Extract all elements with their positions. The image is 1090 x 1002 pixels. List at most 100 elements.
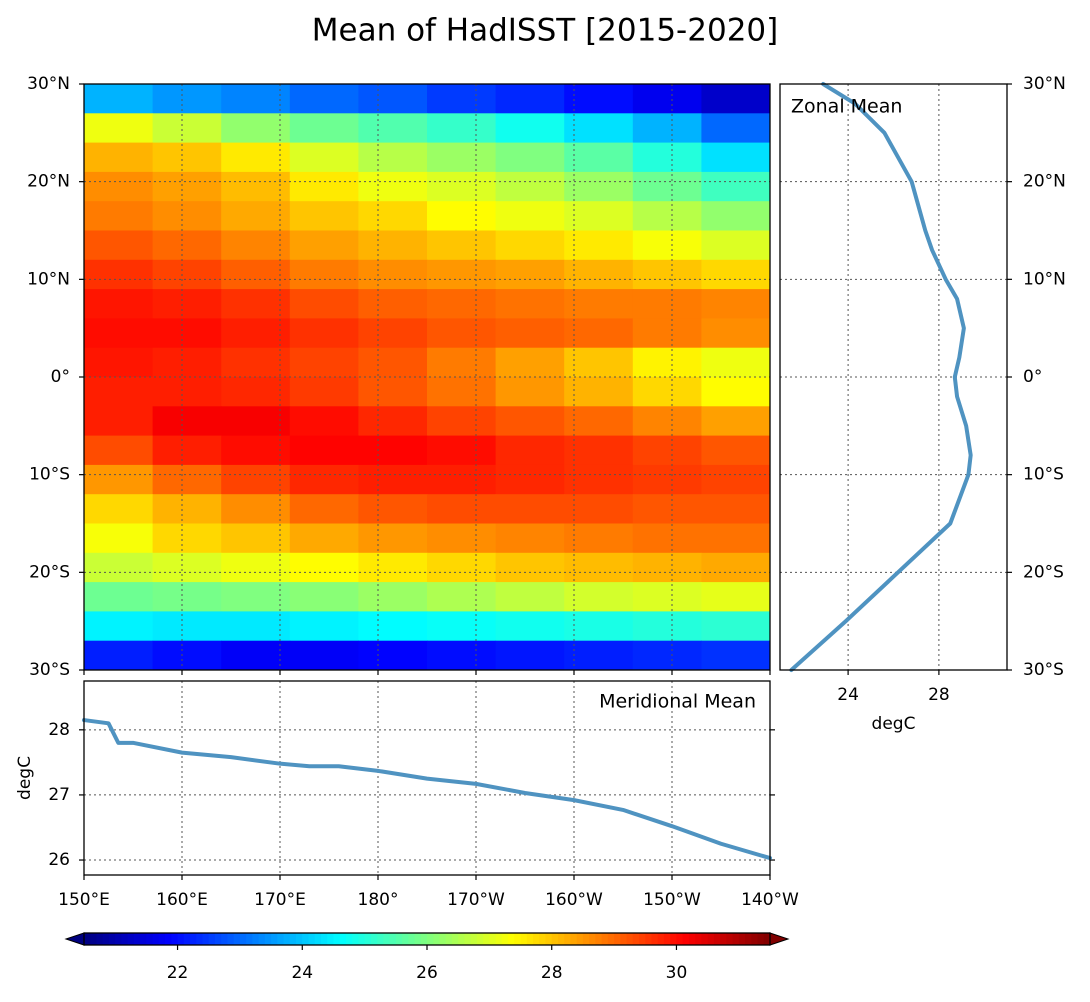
y-tick-label: 30°S (1023, 660, 1064, 680)
heat-cell (358, 259, 428, 290)
heat-cell (427, 435, 497, 466)
heat-cell (221, 464, 291, 495)
colorbar-segment (564, 933, 572, 945)
heat-cell (221, 259, 291, 290)
heat-cell (495, 494, 565, 524)
heat-cell (221, 84, 291, 114)
colorbar-segment (514, 933, 522, 945)
colorbar-segment (402, 933, 409, 945)
colorbar-segment (90, 933, 98, 945)
colorbar-segment (607, 933, 615, 945)
colorbar-segment (470, 933, 478, 945)
heat-cell (289, 523, 359, 554)
heat-cell (358, 201, 428, 231)
colorbar-segment (289, 933, 297, 945)
y-tick-label: 10°N (27, 269, 70, 289)
colorbar-tick-label: 24 (291, 963, 313, 983)
colorbar-segment (745, 933, 752, 945)
heat-cell (289, 318, 359, 349)
heat-cell (221, 406, 291, 437)
colorbar-segment (183, 933, 191, 945)
heat-cell (358, 318, 428, 349)
heat-cell (564, 464, 634, 495)
heat-cell (564, 84, 634, 114)
heat-cell (632, 84, 702, 114)
colorbar-segment (358, 933, 366, 945)
heat-cell (84, 582, 154, 612)
colorbar-segment (133, 933, 141, 945)
heat-cell (221, 552, 291, 583)
heat-cell (495, 552, 565, 583)
heat-cell (289, 201, 359, 231)
heat-cell (701, 289, 771, 319)
heat-cell (632, 464, 702, 495)
heat-cell (289, 259, 359, 290)
heat-cell (84, 464, 154, 495)
heat-cell (152, 406, 222, 437)
colorbar-segment (489, 933, 497, 945)
heat-cell (701, 523, 771, 554)
heat-cell (632, 230, 702, 261)
x-axis-label: degC (872, 714, 916, 734)
heat-cell (495, 464, 565, 495)
heat-cell (495, 289, 565, 319)
heat-cell (701, 171, 771, 202)
heat-cell (701, 84, 771, 114)
heat-cell (564, 230, 634, 261)
heat-cell (358, 377, 428, 407)
y-tick-label: 26 (48, 850, 70, 870)
heat-cell (84, 552, 154, 583)
annotation: Zonal Mean (791, 96, 902, 118)
heat-cell (358, 611, 428, 642)
heat-cell (84, 84, 154, 114)
heat-cell (427, 259, 497, 290)
heat-cell (289, 494, 359, 524)
colorbar-segment (233, 933, 241, 945)
colorbar-segment (458, 933, 466, 945)
heat-cell (632, 201, 702, 231)
heat-cell (358, 640, 428, 671)
colorbar-segment (414, 933, 422, 945)
heat-cell (289, 640, 359, 671)
heat-cell (701, 406, 771, 437)
colorbar-segment (670, 933, 678, 945)
heat-cell (152, 318, 222, 349)
heat-cell (701, 318, 771, 349)
x-tick-label: 170°E (254, 890, 306, 910)
heat-cell (289, 289, 359, 319)
colorbar-segment (763, 933, 771, 945)
heat-cell (427, 582, 497, 612)
heat-cell (221, 318, 291, 349)
data-line (82, 718, 772, 861)
heat-cell (701, 377, 771, 407)
colorbar-segment (427, 933, 434, 945)
colorbar-segment (576, 933, 584, 945)
colorbar-segment (277, 933, 285, 945)
colorbar-segment (171, 933, 179, 945)
heat-cell (564, 347, 634, 378)
colorbar-segment (227, 933, 235, 945)
heat-cell (564, 523, 634, 554)
heat-cell (632, 552, 702, 583)
heat-cell (427, 113, 497, 144)
heat-cell (495, 259, 565, 290)
heat-cell (632, 142, 702, 173)
y-tick-label: 10°N (1023, 269, 1066, 289)
heat-cell (289, 464, 359, 495)
x-tick-label: 150°E (58, 890, 110, 910)
heat-cell (358, 435, 428, 466)
colorbar-segment (314, 933, 322, 945)
heat-cell (84, 201, 154, 231)
heat-cell (564, 611, 634, 642)
colorbar-segment (389, 933, 397, 945)
heat-cell (427, 201, 497, 231)
heat-cell (701, 113, 771, 144)
colorbar-segment (283, 933, 291, 945)
y-tick-label: 20°N (1023, 172, 1066, 192)
heat-cell (152, 230, 222, 261)
heat-cell (427, 523, 497, 554)
colorbar-segment (626, 933, 634, 945)
heat-cell (427, 84, 497, 114)
heat-cell (289, 113, 359, 144)
colorbar-segment (333, 933, 341, 945)
